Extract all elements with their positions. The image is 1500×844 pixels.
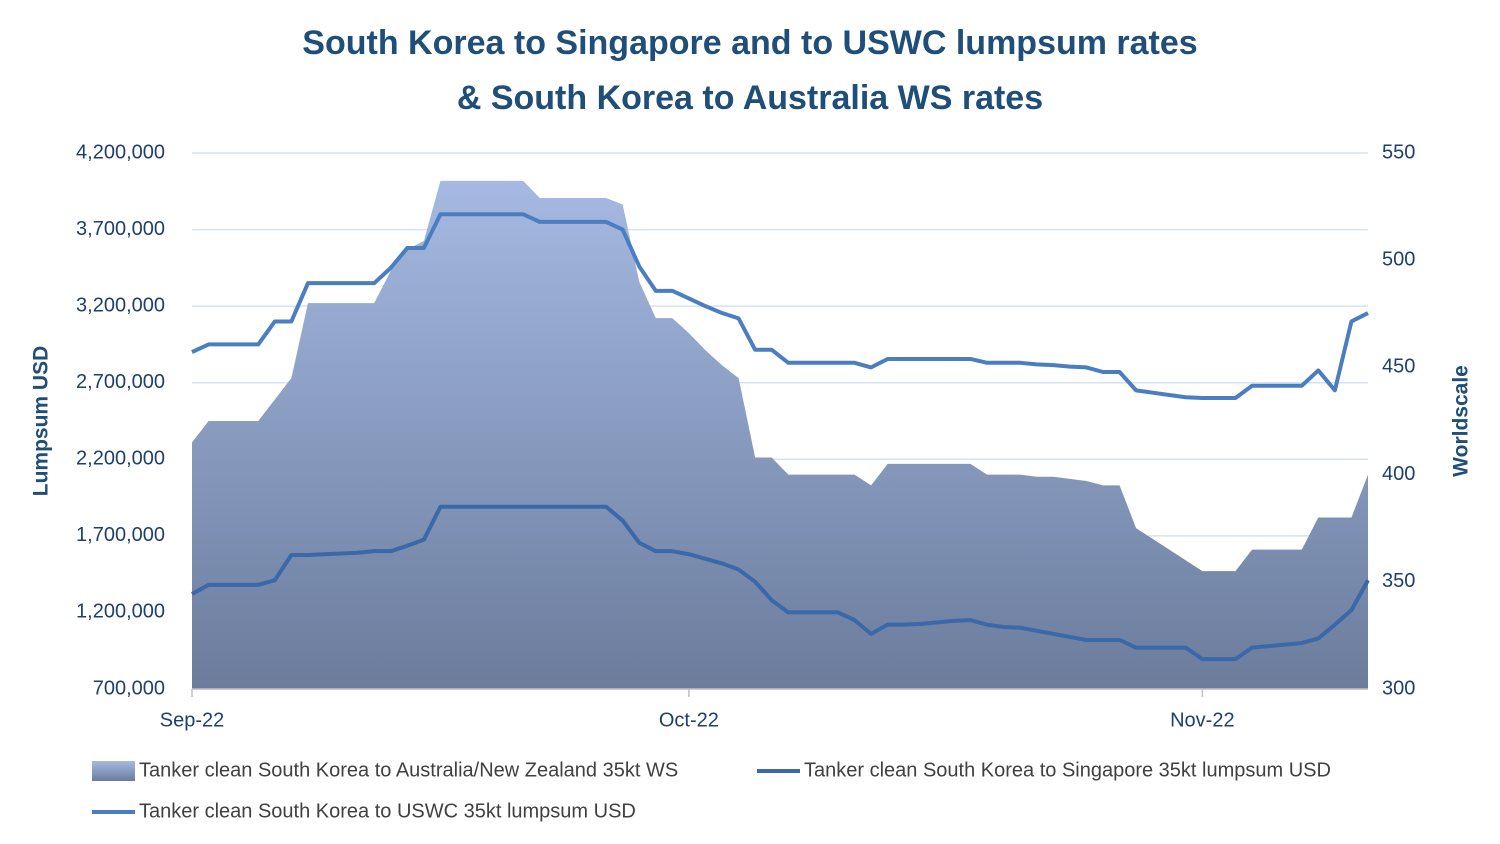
chart-title: South Korea to Singapore and to USWC lum… bbox=[302, 24, 1197, 62]
y-tick-label: 2,700,000 bbox=[76, 371, 165, 393]
legend-swatch bbox=[92, 761, 135, 781]
y-tick-label: 700,000 bbox=[93, 677, 165, 699]
x-tick-label: Oct-22 bbox=[659, 709, 719, 731]
area bbox=[192, 180, 1368, 689]
y2-tick-label: 500 bbox=[1382, 248, 1415, 270]
legend-label: Tanker clean South Korea to Australia/Ne… bbox=[139, 759, 678, 781]
y2-tick-label: 400 bbox=[1382, 463, 1415, 485]
y-tick-label: 1,200,000 bbox=[76, 601, 165, 623]
line bbox=[191, 212, 1369, 401]
y-tick-label: 1,700,000 bbox=[76, 524, 165, 546]
chart-title: & South Korea to Australia WS rates bbox=[457, 79, 1043, 117]
y2-tick-label: 550 bbox=[1382, 141, 1415, 163]
line bbox=[191, 504, 1370, 662]
x-tick-label: Sep-22 bbox=[160, 709, 225, 731]
y-axis-label: Lumpsum USD bbox=[30, 346, 53, 497]
legend-label: Tanker clean South Korea to Singapore 35… bbox=[804, 759, 1331, 781]
y-tick-label: 3,200,000 bbox=[76, 294, 165, 316]
x-tick-label: Nov-22 bbox=[1170, 709, 1234, 731]
y2-tick-label: 350 bbox=[1382, 570, 1415, 592]
y-tick-label: 3,700,000 bbox=[76, 218, 165, 240]
legend-label: Tanker clean South Korea to USWC 35kt lu… bbox=[139, 800, 636, 822]
y2-tick-label: 450 bbox=[1382, 356, 1415, 378]
y-tick-label: 2,200,000 bbox=[76, 448, 165, 470]
y2-axis-label: Worldscale bbox=[1450, 365, 1473, 477]
y-tick-label: 4,200,000 bbox=[76, 141, 165, 163]
y2-tick-label: 300 bbox=[1382, 677, 1415, 699]
